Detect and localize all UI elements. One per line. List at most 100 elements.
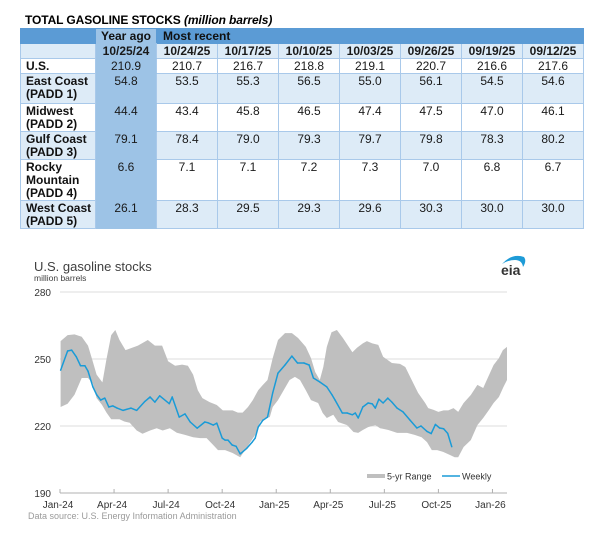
weekly-point xyxy=(95,394,98,396)
table-cell: 7.0 xyxy=(400,159,462,201)
weekly-point xyxy=(171,396,173,398)
column-header: 09/19/25 xyxy=(461,43,523,59)
table-cell: 29.6 xyxy=(339,200,401,229)
weekly-point xyxy=(319,381,321,383)
weekly-point xyxy=(396,407,398,409)
table-cell: 30.3 xyxy=(400,200,462,229)
weekly-point xyxy=(251,441,253,443)
table-cell: 46.1 xyxy=(521,103,585,132)
table-row: West Coast (PADD 5) 26.1 28.3 29.5 29.3 … xyxy=(20,200,585,229)
header-year-ago: Year ago xyxy=(95,28,157,44)
weekly-point xyxy=(100,399,102,401)
weekly-point xyxy=(212,424,214,426)
gasoline-stocks-table: Year ago Most recent 10/25/24 10/24/25 1… xyxy=(20,28,585,229)
header-corner-2 xyxy=(20,43,96,59)
table-cell: 80.2 xyxy=(521,131,585,160)
weekly-point xyxy=(402,411,404,413)
weekly-point xyxy=(231,444,233,446)
weekly-point xyxy=(334,399,336,401)
weekly-point xyxy=(196,427,198,429)
weekly-point xyxy=(351,414,354,416)
weekly-point xyxy=(442,428,445,430)
table-cell: 56.1 xyxy=(400,73,462,104)
table-cell: 6.8 xyxy=(461,159,523,201)
table-cell: 7.1 xyxy=(156,159,218,201)
weekly-point xyxy=(66,350,69,352)
weekly-point xyxy=(227,439,229,441)
weekly-point xyxy=(341,412,343,414)
weekly-point xyxy=(357,417,359,419)
row-label: Midwest (PADD 2) xyxy=(20,103,96,132)
table-cell: 216.6 xyxy=(461,58,523,74)
table-cell: 78.4 xyxy=(156,131,218,160)
table-cell: 26.1 xyxy=(95,200,157,229)
weekly-point xyxy=(331,394,333,396)
weekly-point xyxy=(159,395,161,397)
range-band xyxy=(60,330,507,458)
weekly-point xyxy=(326,386,328,388)
legend-label-range: 5-yr Range xyxy=(387,472,432,482)
column-header: 09/12/25 xyxy=(521,43,585,59)
y-tick-label: 250 xyxy=(34,355,51,366)
table-row: Midwest (PADD 2) 44.4 43.4 45.8 46.5 47.… xyxy=(20,103,585,132)
table-cell: 219.1 xyxy=(339,58,401,74)
weekly-point xyxy=(382,402,384,404)
weekly-point xyxy=(378,398,380,400)
weekly-point xyxy=(387,397,389,399)
weekly-point xyxy=(130,407,132,409)
table-cell: 78.3 xyxy=(461,131,523,160)
legend: 5-yr Range Weekly xyxy=(367,472,492,482)
weekly-point xyxy=(75,356,78,358)
table-cell: 79.0 xyxy=(217,131,279,160)
table-cell: 47.5 xyxy=(400,103,462,132)
x-tick-label: Jul-25 xyxy=(369,500,397,511)
weekly-point xyxy=(246,447,248,449)
table-row: U.S. 210.9 210.7 216.7 218.8 219.1 220.7… xyxy=(20,58,585,74)
table-cell: 56.5 xyxy=(278,73,340,104)
weekly-point xyxy=(87,370,89,372)
weekly-point xyxy=(416,427,418,429)
y-tick-label: 280 xyxy=(34,288,51,299)
weekly-point xyxy=(178,416,180,418)
table-cell: 47.0 xyxy=(461,103,523,132)
x-tick-label: Jan-25 xyxy=(259,500,290,511)
weekly-point xyxy=(189,421,191,423)
weekly-point xyxy=(391,401,393,403)
weekly-point xyxy=(254,437,256,439)
y-tick-label: 190 xyxy=(34,489,51,500)
column-header: 10/24/25 xyxy=(156,43,218,59)
table-row: East Coast (PADD 1) 54.8 53.5 55.3 56.5 … xyxy=(20,73,585,104)
table-cell: 46.5 xyxy=(278,103,340,132)
table-cell: 45.8 xyxy=(217,103,279,132)
x-tick-label: Apr-24 xyxy=(97,500,127,511)
column-header: 09/26/25 xyxy=(400,43,462,59)
weekly-point xyxy=(262,419,264,421)
weekly-point xyxy=(438,427,441,429)
table-cell: 6.7 xyxy=(521,159,585,201)
data-source-note: Data source: U.S. Energy Information Adm… xyxy=(28,511,237,521)
weekly-point xyxy=(447,432,449,435)
table-cell: 79.7 xyxy=(339,131,401,160)
legend-label-weekly: Weekly xyxy=(462,472,492,482)
table-cell: 79.1 xyxy=(95,131,157,160)
weekly-point xyxy=(430,432,432,435)
weekly-point xyxy=(420,425,422,427)
table-cell: 54.6 xyxy=(521,73,585,104)
weekly-point xyxy=(277,372,279,374)
table-cell: 30.0 xyxy=(521,200,585,229)
table-cell: 55.3 xyxy=(217,73,279,104)
column-header: 10/03/25 xyxy=(339,43,401,59)
weekly-point xyxy=(122,409,124,412)
table-cell: 30.0 xyxy=(461,200,523,229)
weekly-point xyxy=(354,412,356,414)
legend-swatch-range xyxy=(367,474,385,478)
weekly-point xyxy=(224,439,226,441)
eia-logo-text: eia xyxy=(501,262,521,278)
x-tick-label: Apr-25 xyxy=(313,500,343,511)
weekly-point xyxy=(235,445,237,447)
column-header: 10/17/25 xyxy=(217,43,279,59)
table-cell: 7.1 xyxy=(217,159,279,201)
table-cell: 44.4 xyxy=(95,103,157,132)
weekly-point xyxy=(272,392,274,394)
eia-logo-arc-icon xyxy=(502,255,526,267)
